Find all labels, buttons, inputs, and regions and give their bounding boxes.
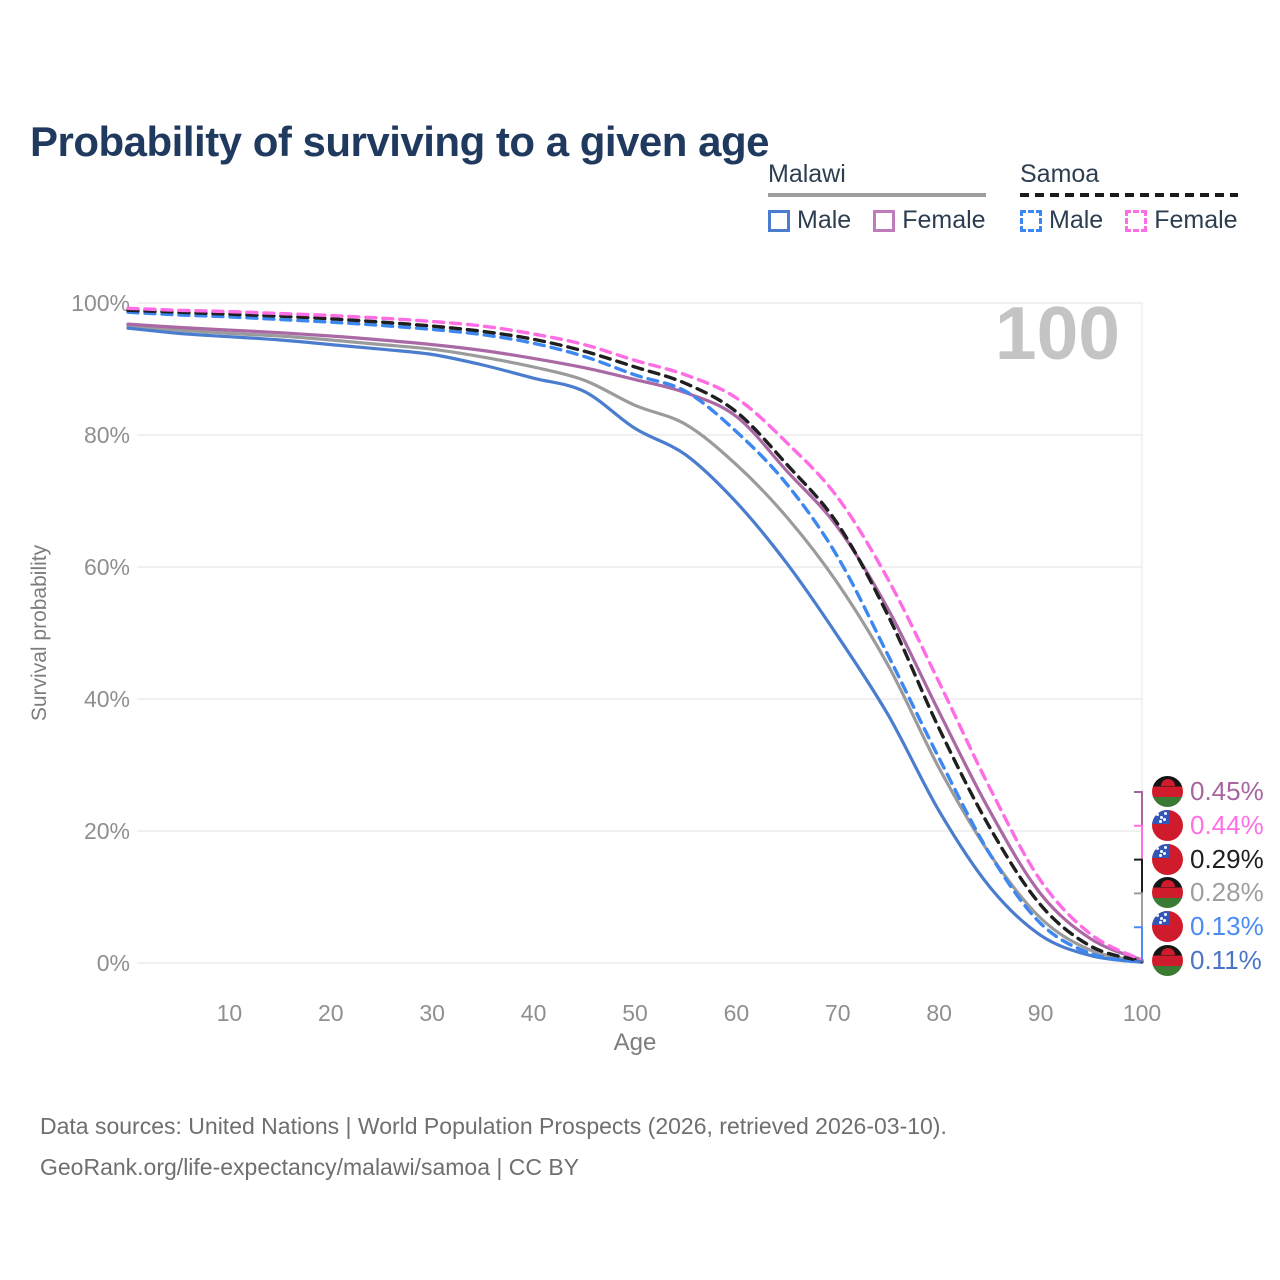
attribution-note: GeoRank.org/life-expectancy/malawi/samoa… [40, 1154, 580, 1180]
legend-item-label: Female [1154, 206, 1238, 234]
y-tick-label: 20% [84, 818, 130, 844]
x-tick-label: 80 [926, 1000, 952, 1026]
legend-group-malawi: Malawi Male Female [768, 160, 986, 235]
legend-item-label: Male [1049, 206, 1104, 234]
end-label-connector [1134, 858, 1143, 962]
legend-line-swatch-samoa [1020, 193, 1238, 197]
samoa-male-swatch-icon [1020, 209, 1042, 232]
x-tick-label: 60 [724, 1000, 750, 1026]
line-malawi-male [126, 326, 1144, 964]
footer: Data sources: United Nations | World Pop… [40, 1106, 947, 1188]
page-title: Probability of surviving to a given age [30, 118, 769, 166]
legend-group-samoa: Samoa Male Female [1020, 160, 1238, 235]
legend-item-malawi-male[interactable]: Male [768, 206, 851, 235]
end-label-connector [1134, 791, 1143, 962]
legend-item-label: Male [797, 206, 852, 234]
x-tick-label: 100 [1123, 1000, 1161, 1026]
y-tick-label: 0% [97, 950, 130, 976]
legend-country-malawi[interactable]: Malawi [768, 160, 846, 188]
y-axis-title: Survival probability [28, 544, 51, 721]
line-samoa-country-line- [126, 308, 1144, 963]
survival-curves [126, 306, 1144, 964]
end-label-connector [1134, 926, 1143, 962]
y-tick-label: 100% [71, 290, 130, 316]
data-sources-note: Data sources: United Nations | World Pop… [40, 1113, 947, 1139]
legend-country-samoa[interactable]: Samoa [1020, 160, 1100, 188]
samoa-female-swatch-icon [1125, 209, 1148, 232]
x-tick-label: 10 [217, 1000, 243, 1026]
line-samoa-male [126, 310, 1144, 964]
x-tick-label: 40 [521, 1000, 547, 1026]
y-tick-label: 40% [84, 686, 130, 712]
x-tick-label: 30 [419, 1000, 445, 1026]
legend-item-label: Female [902, 206, 986, 234]
x-tick-label: 90 [1028, 1000, 1054, 1026]
x-axis-title: Age [614, 1029, 657, 1056]
axis-labels: Survival probability Age [28, 544, 656, 1056]
end-label-connectors [1134, 791, 1143, 962]
line-malawi-country-line- [126, 324, 1144, 963]
y-tick-label: 60% [84, 554, 130, 580]
hovered-age-readout: 100 [994, 291, 1120, 375]
legend-item-samoa-female[interactable]: Female [1125, 206, 1238, 235]
x-tick-label: 50 [622, 1000, 648, 1026]
legend-line-swatch-malawi [768, 193, 986, 197]
line-samoa-female [126, 306, 1144, 962]
legend-item-samoa-male[interactable]: Male [1020, 206, 1103, 235]
malawi-female-swatch-icon [873, 209, 896, 232]
malawi-male-swatch-icon [768, 209, 790, 232]
line-malawi-female [126, 322, 1144, 962]
y-tick-label: 80% [84, 422, 130, 448]
x-tick-label: 20 [318, 1000, 344, 1026]
gridlines: 0% 20% 40% 60% 80% 100% 10 20 30 40 50 60 70 80 90 100 [71, 290, 1161, 1026]
x-tick-label: 70 [825, 1000, 851, 1026]
legend-item-malawi-female[interactable]: Female [873, 206, 986, 235]
